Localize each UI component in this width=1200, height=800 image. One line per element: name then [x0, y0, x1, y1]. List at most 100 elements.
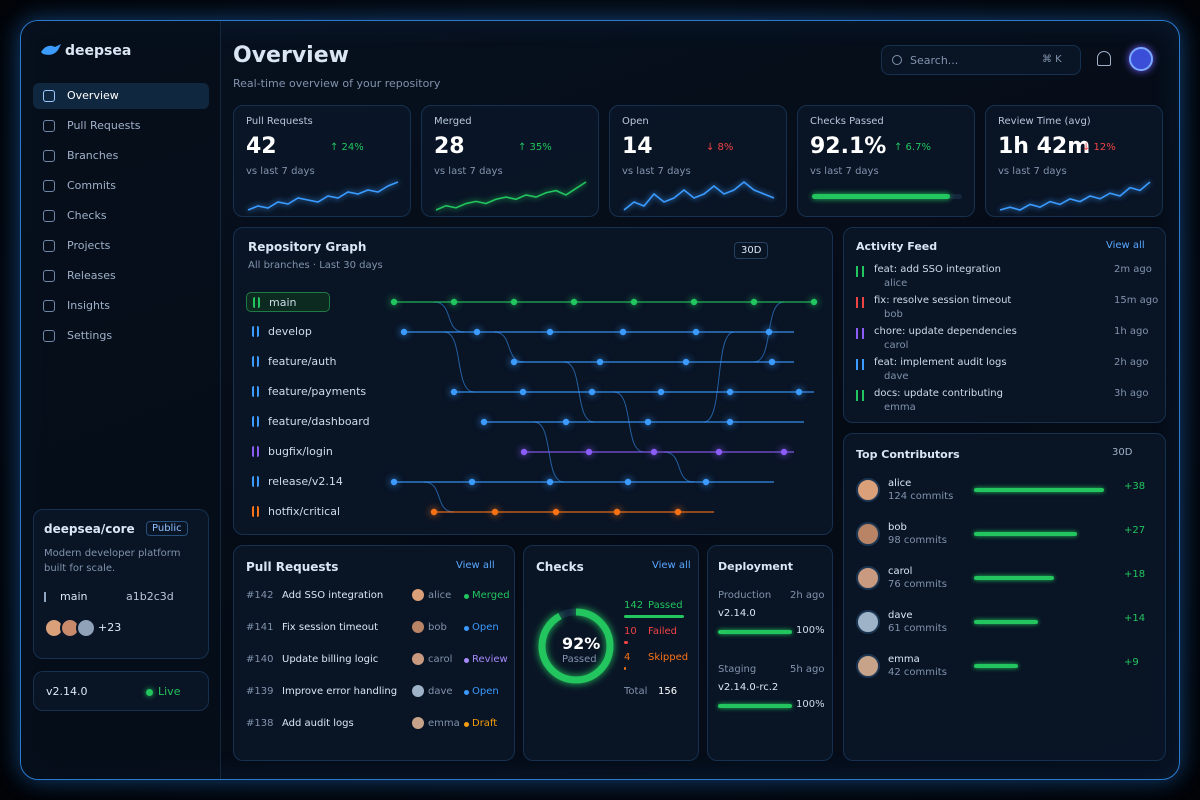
stat-card: Pull Requests 42 ↑ 24% vs last 7 days	[233, 105, 411, 217]
activity-user: alice	[884, 278, 908, 289]
stat-value: 28	[434, 134, 465, 159]
branch-label[interactable]: feature/payments	[246, 382, 386, 402]
activity-user: carol	[884, 340, 909, 351]
nav-icon	[43, 90, 55, 102]
branch-name: feature/dashboard	[268, 415, 370, 428]
nav-label[interactable]: Insights	[67, 299, 111, 312]
commit-node	[613, 508, 621, 516]
stat-value: 42	[246, 134, 277, 159]
nav-label[interactable]: Commits	[67, 179, 116, 192]
nav-label[interactable]: Overview	[67, 89, 119, 102]
activity-user: bob	[884, 309, 903, 320]
branch-label[interactable]: develop	[246, 322, 386, 342]
nav-label[interactable]: Checks	[67, 209, 107, 222]
branch-name: main	[269, 296, 297, 309]
nav-item[interactable]: Settings	[33, 323, 209, 349]
sparkline	[435, 181, 587, 211]
pr-link[interactable]: View all	[456, 560, 495, 571]
branch-label[interactable]: main	[246, 292, 330, 312]
nav-item[interactable]: Checks	[33, 203, 209, 229]
stat-note: vs last 7 days	[246, 166, 315, 177]
nav-item[interactable]: Branches	[33, 143, 209, 169]
nav-item[interactable]: Releases	[33, 263, 209, 289]
nav-label[interactable]: Releases	[67, 269, 116, 282]
stat-value: 1h 42m	[998, 134, 1091, 159]
checks-title: Checks	[536, 560, 584, 574]
contributors-title: Top Contributors	[856, 448, 960, 461]
repo-name: deepsea/core	[44, 522, 135, 536]
graph-range[interactable]: 30D	[734, 242, 769, 259]
branch-label[interactable]: feature/dashboard	[246, 412, 386, 432]
commit-node	[473, 328, 481, 336]
checks-bar	[624, 641, 629, 644]
contributor-commits: 98 commits	[888, 535, 947, 546]
contributor-commits: 42 commits	[888, 667, 947, 678]
graph-canvas	[390, 298, 818, 516]
pr-id[interactable]: #141	[246, 622, 274, 633]
activity-message: fix: resolve session timeout	[874, 295, 1012, 306]
env-progress-label: 100%	[796, 699, 825, 710]
stat-change: ↑ 35%	[518, 142, 552, 153]
activity-icon	[856, 328, 864, 339]
contributor-commits: 76 commits	[888, 579, 947, 590]
branch-icon	[252, 386, 259, 397]
contributor-bar	[974, 664, 1019, 668]
nav-item[interactable]: Commits	[33, 173, 209, 199]
branch-label[interactable]: feature/auth	[246, 352, 386, 372]
commit-node	[650, 448, 658, 456]
commit-node	[657, 388, 665, 396]
pr-status: Open	[472, 622, 499, 633]
nav-label[interactable]: Settings	[67, 329, 113, 342]
nav-label[interactable]: Pull Requests	[67, 119, 141, 132]
activity-link[interactable]: View all	[1106, 240, 1145, 251]
bell-icon[interactable]	[1097, 51, 1111, 66]
brand: deepsea	[65, 43, 132, 59]
activity-icon	[856, 297, 864, 308]
activity-time: 15m ago	[1114, 295, 1159, 306]
branch-label[interactable]: bugfix/login	[246, 442, 386, 462]
nav-label[interactable]: Projects	[67, 239, 111, 252]
contributors-range[interactable]: 30D	[1112, 447, 1133, 458]
pr-id[interactable]: #138	[246, 718, 274, 729]
branch-label[interactable]: hotfix/critical	[246, 502, 386, 522]
nav-item[interactable]: Projects	[33, 233, 209, 259]
pr-id[interactable]: #139	[246, 686, 274, 697]
contributor-name: alice	[888, 478, 912, 489]
nav-label[interactable]: Branches	[67, 149, 119, 162]
donut-arc	[538, 608, 614, 684]
commit-node	[491, 508, 499, 516]
commit-node	[510, 358, 518, 366]
pr-name[interactable]: Add audit logs	[282, 718, 354, 729]
nav-icon	[43, 180, 55, 192]
pr-id[interactable]: #140	[246, 654, 274, 665]
nav-item[interactable]: Overview	[33, 83, 209, 109]
stat-label: Pull Requests	[246, 116, 313, 127]
pr-id[interactable]: #142	[246, 590, 274, 601]
pr-name[interactable]: Update billing logic	[282, 654, 379, 665]
contributors-card: Top Contributors 30D alice 124 commits +38 bo…	[843, 433, 1166, 761]
checks-link[interactable]: View all	[652, 560, 691, 571]
nav-item[interactable]: Insights	[33, 293, 209, 319]
checks-label: Passed	[648, 600, 683, 611]
pr-name[interactable]: Add SSO integration	[282, 590, 384, 601]
commit-node	[726, 418, 734, 426]
contributor-avatar	[856, 654, 880, 678]
dashboard: deepsea Overview Pull Requests Branches Comm…	[20, 20, 1180, 780]
pr-name[interactable]: Fix session timeout	[282, 622, 379, 633]
stat-note: vs last 7 days	[998, 166, 1067, 177]
activity-message: chore: update dependencies	[874, 326, 1017, 337]
checks-rate-label: Passed	[562, 654, 597, 665]
status: Live	[158, 685, 181, 698]
checks-card: Checks View all 92% Passed 142 Passed 10 Failed…	[523, 545, 699, 761]
branch-name: feature/payments	[268, 385, 367, 398]
nav-icon	[43, 210, 55, 222]
stat-label: Checks Passed	[810, 116, 884, 127]
checks-total-label: Total	[624, 686, 648, 697]
stat-card: Review Time (avg) 1h 42m ↓ 12% vs last 7 da…	[985, 105, 1163, 217]
commit-node	[480, 418, 488, 426]
branch-label[interactable]: release/v2.14	[246, 472, 386, 492]
search-box[interactable]: Search... ⌘ K	[881, 45, 1081, 75]
stat-change: ↑ 6.7%	[894, 142, 931, 153]
pr-name[interactable]: Improve error handling	[282, 686, 398, 697]
nav-item[interactable]: Pull Requests	[33, 113, 209, 139]
